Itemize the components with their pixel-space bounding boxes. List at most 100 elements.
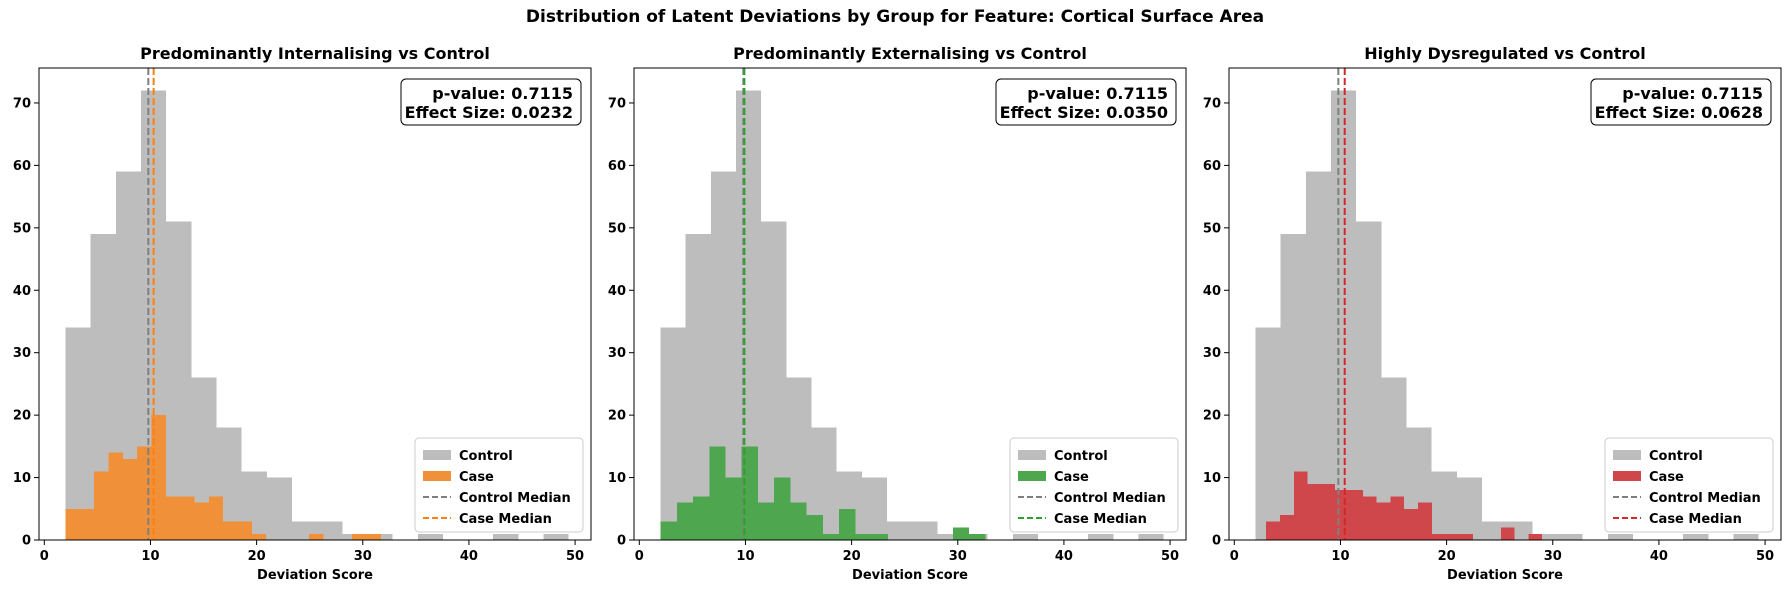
histogram-bar-control [1356,221,1382,541]
histogram-bar-case [1528,533,1543,540]
chart-title: Highly Dysregulated vs Control [1364,44,1646,63]
x-tick-label: 20 [1438,549,1456,564]
histogram-bar-case [741,446,758,540]
histogram-bar-control [1431,471,1457,540]
legend-label: Case [1649,470,1684,485]
legend-label: Control [459,449,513,464]
chart-panel-1: 0 10 20 30 40 50 0 10 20 30 40 50 60 70 Predominantly … [13,44,592,583]
axes-frame [38,67,592,541]
y-tick-label: 0 [617,534,626,549]
histogram-bar-case [1417,502,1432,540]
histogram-bar-control [1331,90,1357,540]
histogram-bar-case [194,502,209,540]
histogram-bar-case [1500,527,1515,540]
legend-box [1604,437,1774,533]
histogram-bar-case [693,496,710,540]
histogram-bar-control [543,533,569,540]
chart-title: Predominantly Externalising vs Control [733,44,1087,63]
stats-annotation-box [995,78,1177,126]
histogram-bar-case [757,502,775,540]
histogram-bar-control [1683,533,1709,540]
histogram-bar-control [886,521,913,540]
histogram-bar-case [223,521,238,540]
histogram-bar-case [790,502,807,540]
histogram-bar-case [822,533,840,540]
x-tick-label: 30 [354,549,372,564]
y-tick-label: 40 [1203,284,1221,299]
histogram-bar-case [1279,515,1294,540]
histogram-bar-control [1456,477,1482,540]
histogram-bar-case [871,533,888,540]
histogram-bar-case [774,477,791,540]
stats-annotation-line: Effect Size: 0.0350 [1000,103,1168,122]
legend-label: Control [1649,449,1703,464]
legend-label: Case [459,470,494,485]
histogram-bar-case [806,515,823,540]
histogram-bar-case [1459,533,1474,540]
histogram-bar-case [1404,508,1418,540]
figure-title: Distribution of Latent Deviations by Gro… [525,7,1265,27]
histogram-bar-control [685,234,711,540]
histogram-bar-case [208,496,224,540]
y-tick-label: 10 [1203,471,1221,486]
y-tick-label: 60 [608,159,626,174]
histogram-bar-control [1138,533,1164,540]
histogram-bar-case [151,415,166,540]
x-tick-label: 40 [1055,549,1073,564]
y-tick-label: 30 [1203,346,1221,361]
y-tick-label: 30 [13,346,31,361]
histogram-bar-case [1335,490,1349,540]
x-axis-label: Deviation Score [257,568,373,583]
legend-label: Control Median [459,491,571,506]
x-tick-label: 10 [141,549,159,564]
histogram-bar-case [1376,502,1391,540]
stats-annotation-box [400,78,582,126]
histogram-bar-case [251,533,267,540]
y-tick-label: 60 [13,159,31,174]
histogram-bar-control [1607,533,1633,540]
x-tick-label: 0 [635,549,644,564]
y-tick-label: 0 [22,534,31,549]
y-tick-label: 40 [13,284,31,299]
chart-panel-3: 0 10 20 30 40 50 0 10 20 30 40 50 60 70 Highly Dysregu… [1203,44,1782,583]
histogram-bar-case [1266,521,1280,540]
histogram-bar-case [676,502,694,540]
histogram-bar-case [94,471,109,540]
y-tick-label: 30 [608,346,626,361]
histogram-bar-control [493,533,519,540]
x-tick-label: 50 [566,549,584,564]
x-tick-label: 50 [1161,549,1179,564]
legend-swatch [1018,450,1046,460]
axes-frame [633,67,1187,541]
chart-panel-2: 0 10 20 30 40 50 0 10 20 30 40 50 60 70 Predominantly … [608,44,1187,583]
x-tick-label: 0 [40,549,49,564]
legend-swatch [1018,471,1046,481]
stats-annotation-line: Effect Size: 0.0628 [1595,103,1763,122]
histogram-bar-case [969,533,986,540]
histogram-bar-case [1362,496,1377,540]
histogram-bar-case [180,496,195,540]
x-tick-label: 40 [460,549,478,564]
histogram-bar-case [1390,496,1405,540]
x-tick-label: 30 [1544,549,1562,564]
histogram-bar-case [1321,483,1336,540]
histogram-bar-control [1012,533,1038,540]
y-tick-label: 70 [608,96,626,111]
histogram-bar-control [166,221,192,541]
histogram-bar-case [709,446,726,540]
histogram-bar-case [855,533,872,540]
histogram-bar-control [266,477,292,540]
x-tick-label: 20 [248,549,266,564]
legend-label: Case Median [1649,512,1742,527]
chart-title: Predominantly Internalising vs Control [140,44,490,63]
histogram-bar-case [1445,533,1460,540]
stats-annotation-line: p-value: 0.7115 [1622,84,1763,103]
histogram-bar-control [912,521,938,540]
y-tick-label: 70 [1203,96,1221,111]
histogram-bar-control [1733,533,1759,540]
histogram-bar-case [122,458,138,540]
stats-annotation-line: p-value: 0.7115 [1027,84,1168,103]
legend-label: Control [1054,449,1108,464]
y-tick-label: 20 [608,409,626,424]
